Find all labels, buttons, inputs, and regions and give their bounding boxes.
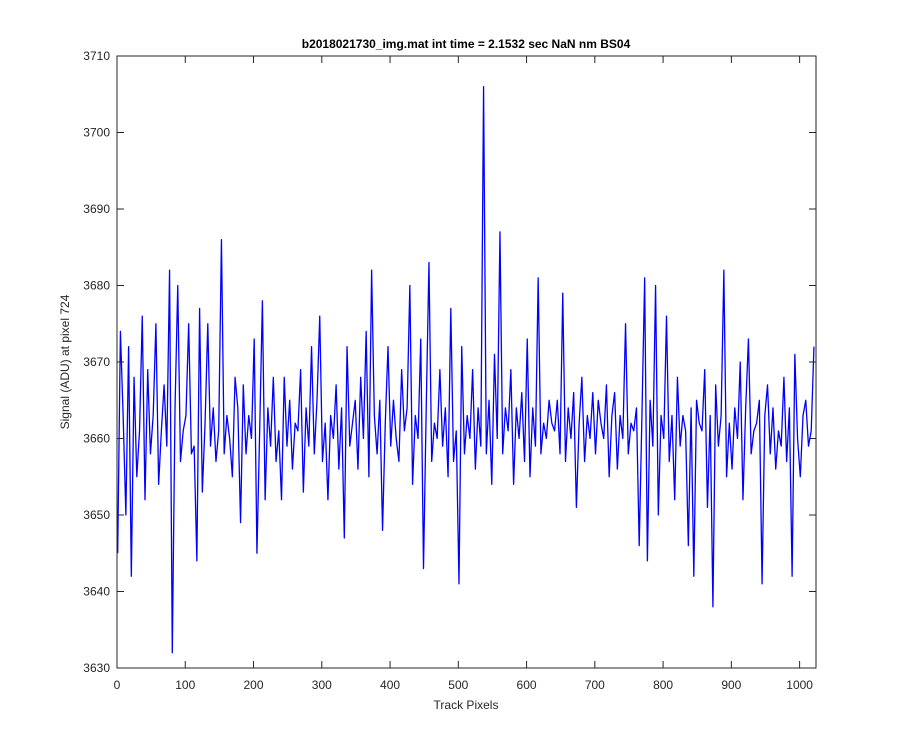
y-tick-label: 3640 — [83, 585, 110, 599]
y-axis-label: Signal (ADU) at pixel 724 — [58, 294, 72, 429]
y-tick-label: 3660 — [83, 432, 110, 446]
ticks-layer: 0 100 200 300 400 500 600 700 800 900 1000 3630 3640… — [83, 49, 816, 692]
y-tick-label: 3650 — [83, 508, 110, 522]
x-tick-label: 700 — [585, 678, 605, 692]
x-tick-label: 600 — [517, 678, 537, 692]
series-line — [117, 85, 815, 654]
y-tick-label: 3670 — [83, 355, 110, 369]
x-tick-label: 500 — [448, 678, 468, 692]
y-tick-label: 3710 — [83, 49, 110, 63]
x-tick-label: 200 — [244, 678, 264, 692]
x-tick-label: 100 — [175, 678, 195, 692]
x-tick-label: 900 — [721, 678, 741, 692]
chart-title: b2018021730_img.mat int time = 2.1532 se… — [302, 37, 631, 51]
series-layer — [117, 85, 815, 654]
x-axis-label: Track Pixels — [434, 698, 499, 712]
x-tick-label: 800 — [653, 678, 673, 692]
x-tick-label: 1000 — [786, 678, 813, 692]
y-tick-label: 3690 — [83, 202, 110, 216]
x-tick-label: 400 — [380, 678, 400, 692]
y-tick-label: 3680 — [83, 279, 110, 293]
y-tick-label: 3700 — [83, 126, 110, 140]
y-tick-label: 3630 — [83, 661, 110, 675]
x-tick-label: 0 — [114, 678, 121, 692]
x-tick-label: 300 — [312, 678, 332, 692]
plot-background — [117, 56, 816, 668]
plot-frame — [116, 55, 817, 669]
